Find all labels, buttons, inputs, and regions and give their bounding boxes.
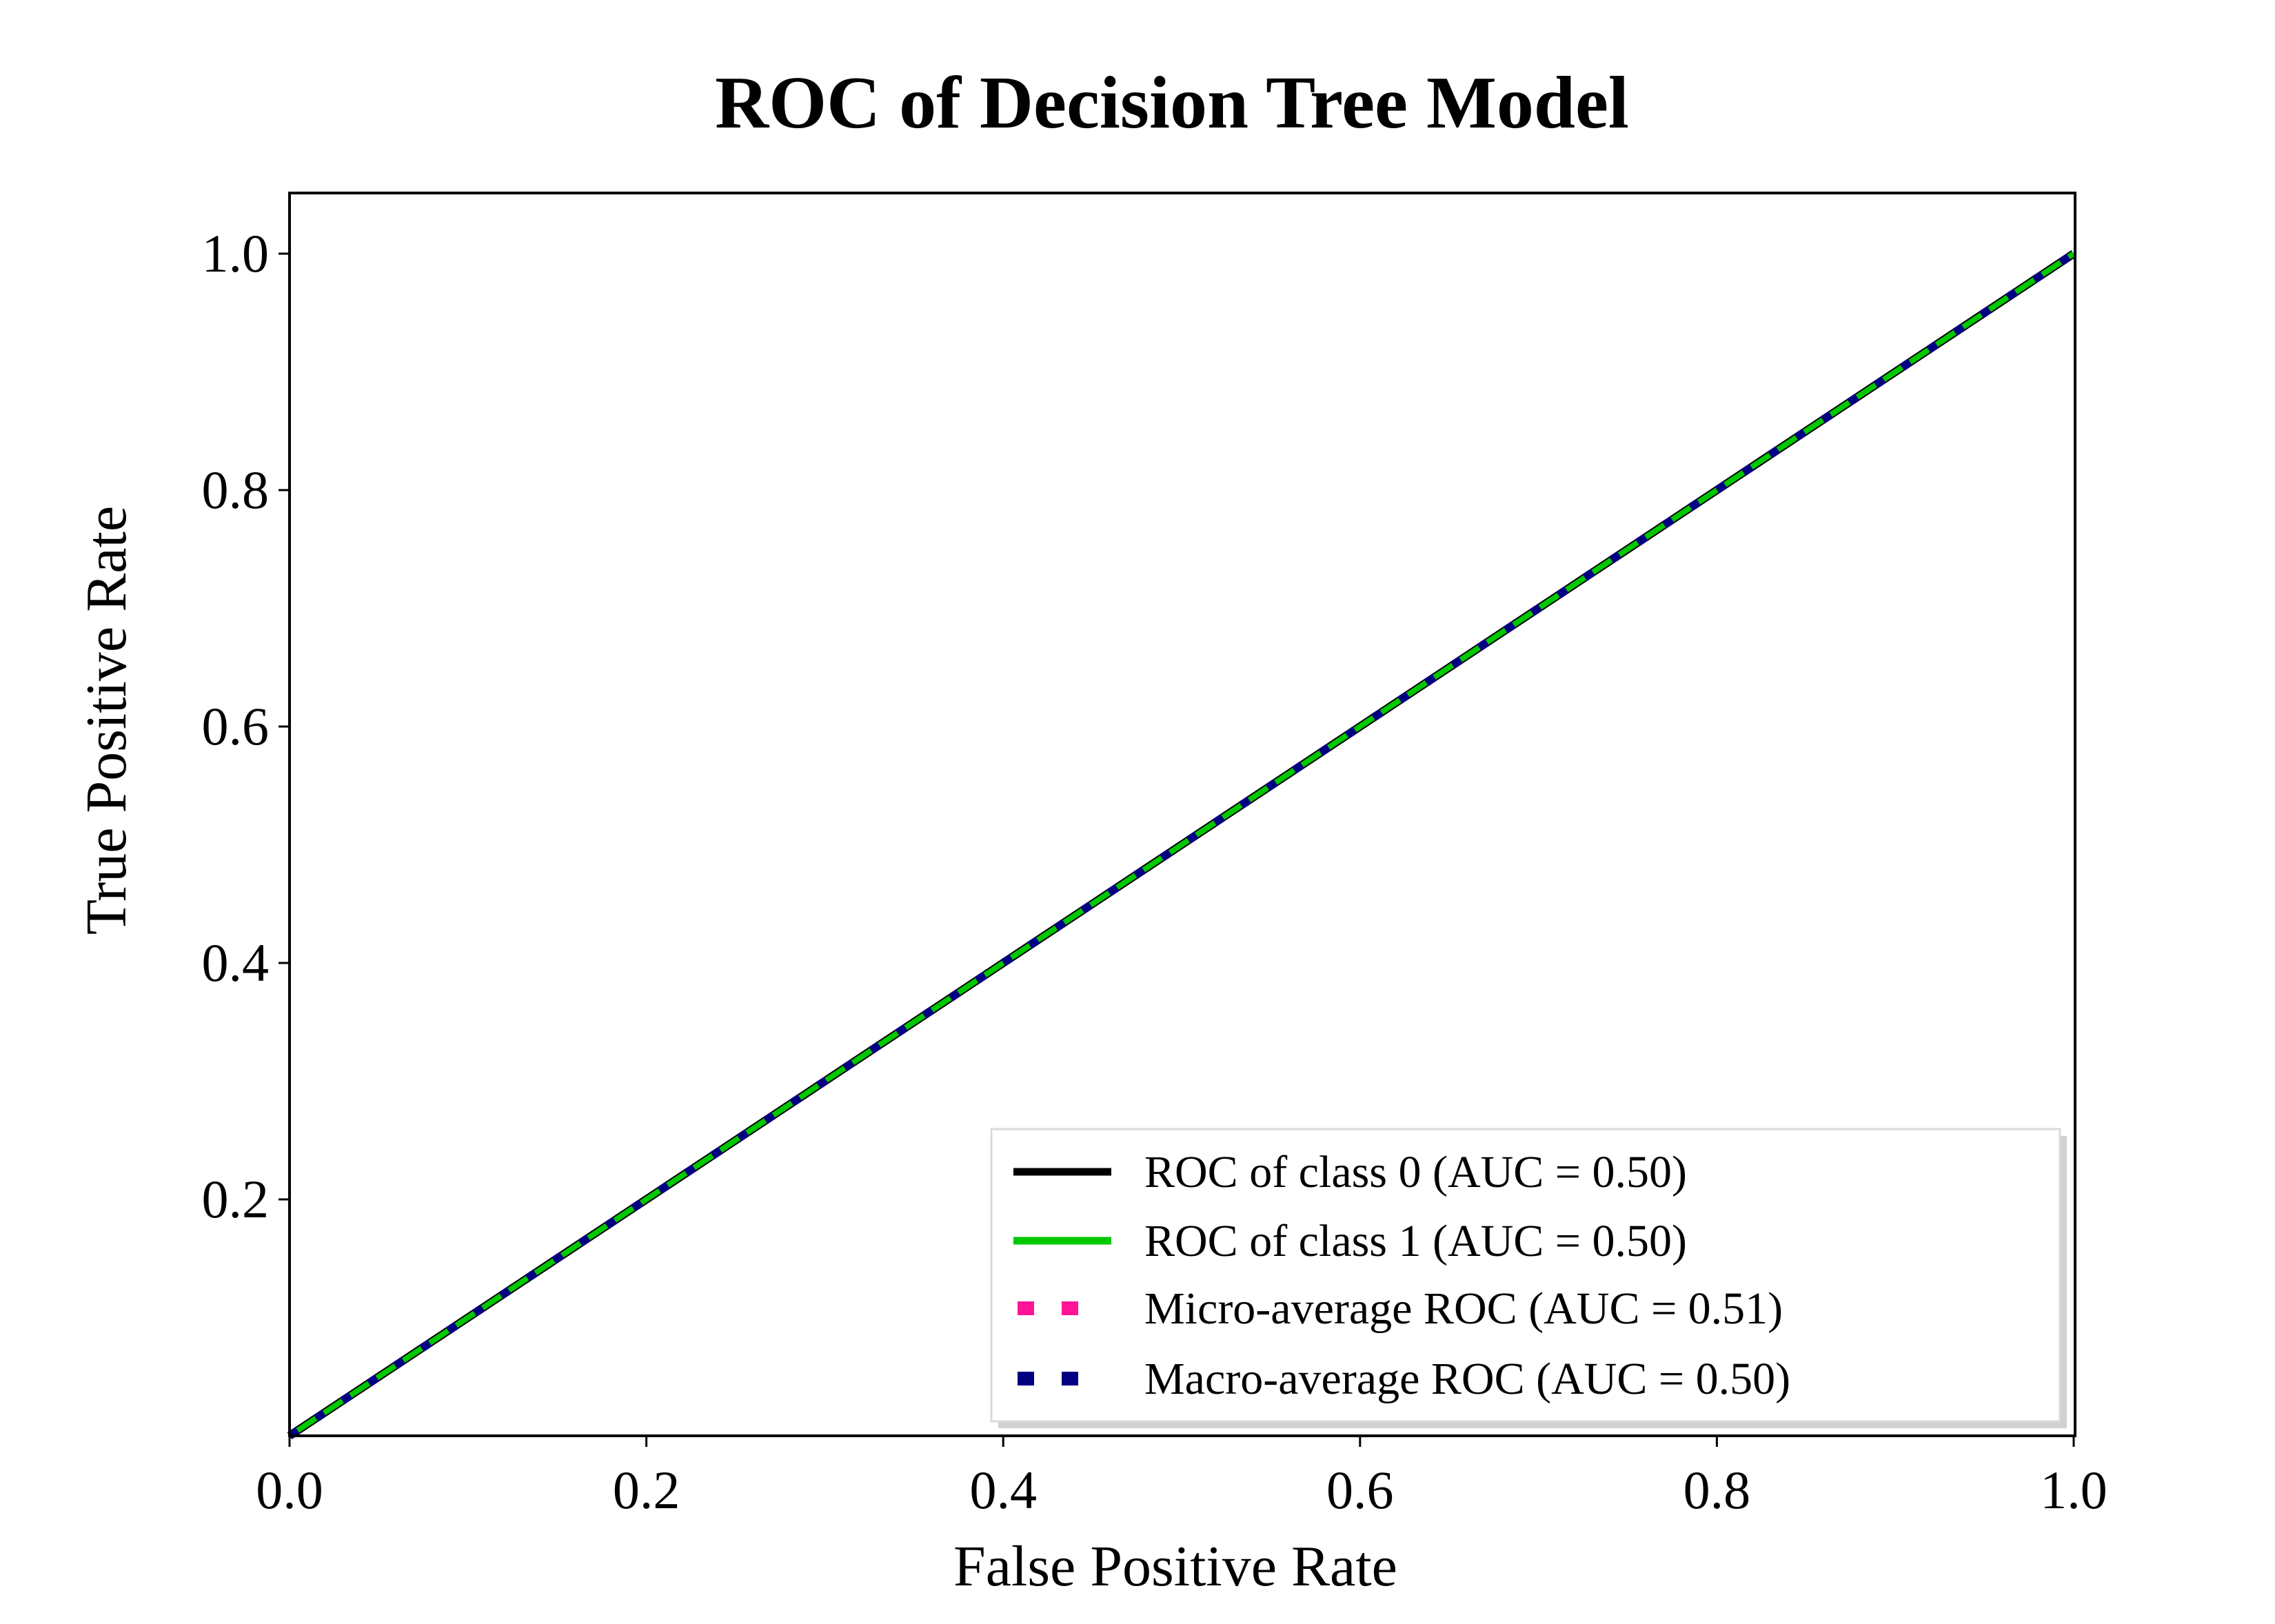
axis-ticks: 0.0 0.2 0.4 0.6 0.8 1.0 0.2 0.4 0.6 0.8 1.0 — [202, 223, 2107, 1520]
chart-title: ROC of Decision Tree Model — [715, 62, 1629, 144]
legend-label-3: Macro-average ROC (AUC = 0.50) — [1144, 1354, 1790, 1404]
y-axis-label: True Positive Rate — [74, 506, 139, 935]
x-tick-label: 0.2 — [613, 1460, 680, 1520]
y-tick-label: 0.8 — [202, 460, 270, 520]
legend: ROC of class 0 (AUC = 0.50) ROC of class … — [990, 1128, 2067, 1428]
legend-label-1: ROC of class 1 (AUC = 0.50) — [1144, 1216, 1687, 1266]
legend-box — [990, 1128, 2061, 1423]
x-tick-label: 0.0 — [256, 1460, 323, 1520]
x-tick-label: 1.0 — [2040, 1460, 2107, 1520]
x-tick-label: 0.6 — [1326, 1460, 1394, 1520]
plot-frame — [288, 192, 2076, 1437]
legend-label-2: Micro-average ROC (AUC = 0.51) — [1144, 1283, 1783, 1334]
y-tick-label: 0.4 — [202, 933, 270, 993]
x-axis-label: False Positive Rate — [953, 1534, 1397, 1598]
y-tick-label: 1.0 — [202, 223, 270, 283]
x-tick-label: 0.8 — [1684, 1460, 1751, 1520]
legend-label-0: ROC of class 0 (AUC = 0.50) — [1144, 1147, 1687, 1197]
y-tick-label: 0.6 — [202, 696, 270, 756]
series-line-3 — [287, 250, 2076, 1440]
x-tick-label: 0.4 — [969, 1460, 1037, 1520]
plot-area — [287, 250, 2076, 1440]
y-tick-label: 0.2 — [202, 1169, 270, 1229]
